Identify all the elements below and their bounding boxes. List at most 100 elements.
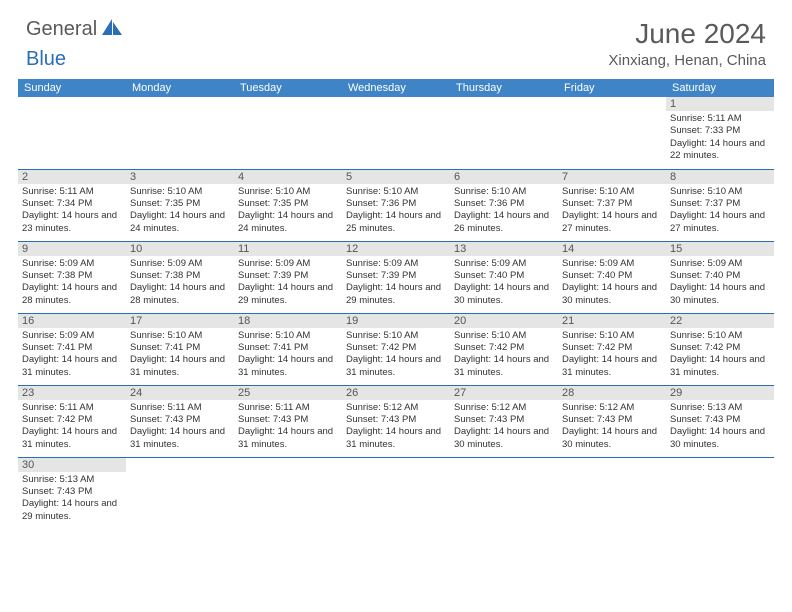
cell-body: Sunrise: 5:11 AMSunset: 7:42 PMDaylight:… [18, 400, 126, 453]
sunrise-line: Sunrise: 5:09 AM [22, 330, 122, 342]
calendar-cell: 7Sunrise: 5:10 AMSunset: 7:37 PMDaylight… [558, 169, 666, 241]
calendar-cell: 17Sunrise: 5:10 AMSunset: 7:41 PMDayligh… [126, 313, 234, 385]
day-number: 12 [342, 242, 450, 256]
daylight-line: Daylight: 14 hours and 30 minutes. [670, 426, 770, 451]
day-number: 23 [18, 386, 126, 400]
calendar-cell: 21Sunrise: 5:10 AMSunset: 7:42 PMDayligh… [558, 313, 666, 385]
day-number: 8 [666, 170, 774, 184]
cell-body: Sunrise: 5:09 AMSunset: 7:39 PMDaylight:… [234, 256, 342, 309]
daylight-line: Daylight: 14 hours and 27 minutes. [562, 210, 662, 235]
day-number: 11 [234, 242, 342, 256]
calendar-cell: 5Sunrise: 5:10 AMSunset: 7:36 PMDaylight… [342, 169, 450, 241]
daylight-line: Daylight: 14 hours and 31 minutes. [22, 354, 122, 379]
sunset-line: Sunset: 7:43 PM [454, 414, 554, 426]
daylight-line: Daylight: 14 hours and 30 minutes. [562, 282, 662, 307]
daylight-line: Daylight: 14 hours and 28 minutes. [130, 282, 230, 307]
sunset-line: Sunset: 7:43 PM [238, 414, 338, 426]
day-number: 4 [234, 170, 342, 184]
sunset-line: Sunset: 7:35 PM [238, 198, 338, 210]
sunset-line: Sunset: 7:43 PM [670, 414, 770, 426]
calendar-cell: 8Sunrise: 5:10 AMSunset: 7:37 PMDaylight… [666, 169, 774, 241]
daylight-line: Daylight: 14 hours and 30 minutes. [562, 426, 662, 451]
logo-text-1: General [26, 18, 97, 41]
header: General June 2024 Xinxiang, Henan, China [0, 0, 792, 73]
sunrise-line: Sunrise: 5:11 AM [670, 113, 770, 125]
daylight-line: Daylight: 14 hours and 25 minutes. [346, 210, 446, 235]
calendar-cell: 4Sunrise: 5:10 AMSunset: 7:35 PMDaylight… [234, 169, 342, 241]
daylight-line: Daylight: 14 hours and 31 minutes. [346, 354, 446, 379]
cell-body: Sunrise: 5:13 AMSunset: 7:43 PMDaylight:… [18, 472, 126, 525]
cell-body: Sunrise: 5:11 AMSunset: 7:43 PMDaylight:… [126, 400, 234, 453]
calendar-cell: 30Sunrise: 5:13 AMSunset: 7:43 PMDayligh… [18, 457, 126, 529]
calendar-cell: 20Sunrise: 5:10 AMSunset: 7:42 PMDayligh… [450, 313, 558, 385]
calendar-cell [126, 457, 234, 529]
sunset-line: Sunset: 7:42 PM [346, 342, 446, 354]
day-header: Friday [558, 79, 666, 97]
cell-body: Sunrise: 5:10 AMSunset: 7:36 PMDaylight:… [342, 184, 450, 237]
cell-body: Sunrise: 5:10 AMSunset: 7:41 PMDaylight:… [234, 328, 342, 381]
daylight-line: Daylight: 14 hours and 31 minutes. [670, 354, 770, 379]
cell-body: Sunrise: 5:10 AMSunset: 7:42 PMDaylight:… [558, 328, 666, 381]
day-number: 2 [18, 170, 126, 184]
sunset-line: Sunset: 7:35 PM [130, 198, 230, 210]
calendar-cell [558, 97, 666, 169]
sunset-line: Sunset: 7:40 PM [454, 270, 554, 282]
calendar-cell: 11Sunrise: 5:09 AMSunset: 7:39 PMDayligh… [234, 241, 342, 313]
sunset-line: Sunset: 7:41 PM [130, 342, 230, 354]
sunrise-line: Sunrise: 5:10 AM [130, 186, 230, 198]
month-title: June 2024 [608, 18, 766, 50]
sunrise-line: Sunrise: 5:11 AM [22, 186, 122, 198]
sunset-line: Sunset: 7:39 PM [346, 270, 446, 282]
calendar-cell: 16Sunrise: 5:09 AMSunset: 7:41 PMDayligh… [18, 313, 126, 385]
sunrise-line: Sunrise: 5:10 AM [238, 330, 338, 342]
sunrise-line: Sunrise: 5:10 AM [562, 186, 662, 198]
day-number: 9 [18, 242, 126, 256]
calendar-cell [342, 97, 450, 169]
calendar-cell [234, 457, 342, 529]
day-number: 14 [558, 242, 666, 256]
sunrise-line: Sunrise: 5:10 AM [130, 330, 230, 342]
day-header: Wednesday [342, 79, 450, 97]
sunrise-line: Sunrise: 5:09 AM [238, 258, 338, 270]
daylight-line: Daylight: 14 hours and 29 minutes. [238, 282, 338, 307]
sunrise-line: Sunrise: 5:09 AM [346, 258, 446, 270]
calendar-cell [342, 457, 450, 529]
sunrise-line: Sunrise: 5:09 AM [454, 258, 554, 270]
logo-text-2: Blue [26, 48, 66, 71]
daylight-line: Daylight: 14 hours and 31 minutes. [130, 354, 230, 379]
calendar-cell: 1Sunrise: 5:11 AMSunset: 7:33 PMDaylight… [666, 97, 774, 169]
cell-body: Sunrise: 5:12 AMSunset: 7:43 PMDaylight:… [450, 400, 558, 453]
calendar-cell: 10Sunrise: 5:09 AMSunset: 7:38 PMDayligh… [126, 241, 234, 313]
calendar-cell: 24Sunrise: 5:11 AMSunset: 7:43 PMDayligh… [126, 385, 234, 457]
sunset-line: Sunset: 7:38 PM [130, 270, 230, 282]
daylight-line: Daylight: 14 hours and 24 minutes. [238, 210, 338, 235]
calendar-cell: 6Sunrise: 5:10 AMSunset: 7:36 PMDaylight… [450, 169, 558, 241]
day-header: Sunday [18, 79, 126, 97]
cell-body: Sunrise: 5:10 AMSunset: 7:42 PMDaylight:… [342, 328, 450, 381]
cell-body: Sunrise: 5:10 AMSunset: 7:36 PMDaylight:… [450, 184, 558, 237]
day-number: 3 [126, 170, 234, 184]
calendar-cell: 15Sunrise: 5:09 AMSunset: 7:40 PMDayligh… [666, 241, 774, 313]
sunrise-line: Sunrise: 5:11 AM [22, 402, 122, 414]
cell-body: Sunrise: 5:09 AMSunset: 7:39 PMDaylight:… [342, 256, 450, 309]
calendar-cell [666, 457, 774, 529]
day-number: 13 [450, 242, 558, 256]
daylight-line: Daylight: 14 hours and 31 minutes. [562, 354, 662, 379]
sunrise-line: Sunrise: 5:10 AM [346, 186, 446, 198]
daylight-line: Daylight: 14 hours and 27 minutes. [670, 210, 770, 235]
calendar-cell: 25Sunrise: 5:11 AMSunset: 7:43 PMDayligh… [234, 385, 342, 457]
calendar-cell [126, 97, 234, 169]
sunset-line: Sunset: 7:40 PM [670, 270, 770, 282]
day-header: Saturday [666, 79, 774, 97]
calendar-cell [234, 97, 342, 169]
daylight-line: Daylight: 14 hours and 28 minutes. [22, 282, 122, 307]
sunrise-line: Sunrise: 5:09 AM [670, 258, 770, 270]
calendar-cell: 27Sunrise: 5:12 AMSunset: 7:43 PMDayligh… [450, 385, 558, 457]
sunrise-line: Sunrise: 5:12 AM [562, 402, 662, 414]
day-number: 24 [126, 386, 234, 400]
sunset-line: Sunset: 7:37 PM [562, 198, 662, 210]
sunset-line: Sunset: 7:36 PM [454, 198, 554, 210]
sunset-line: Sunset: 7:37 PM [670, 198, 770, 210]
calendar-head: SundayMondayTuesdayWednesdayThursdayFrid… [18, 79, 774, 97]
calendar-cell: 18Sunrise: 5:10 AMSunset: 7:41 PMDayligh… [234, 313, 342, 385]
